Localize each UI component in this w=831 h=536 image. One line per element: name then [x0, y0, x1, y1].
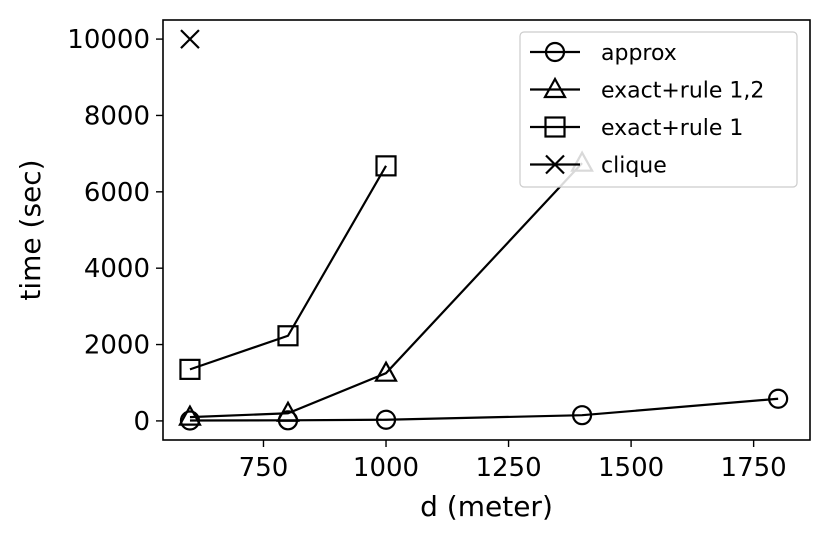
- legend-marker: [544, 116, 566, 138]
- legend-marker: [543, 76, 567, 99]
- y-axis-label: time (sec): [14, 159, 47, 300]
- x-tick-label: 750: [239, 453, 289, 483]
- plot-frame: [162, 19, 811, 441]
- x-tick-label: 1000: [353, 453, 419, 483]
- legend-entry: exact+rule 1,2: [530, 76, 764, 104]
- y-tick-label: 6000: [84, 178, 150, 208]
- data-point: [180, 29, 200, 49]
- data-point: [374, 360, 398, 382]
- legend-entry: approx: [530, 41, 677, 66]
- legend-label: exact+rule 1: [601, 116, 743, 141]
- x-tick-label: 1500: [598, 453, 664, 483]
- legend-entry: exact+rule 1: [530, 116, 743, 141]
- legend-label: approx: [601, 41, 677, 66]
- series-approx: [179, 388, 789, 431]
- data-point: [277, 325, 299, 347]
- data-point: [375, 409, 397, 430]
- data-point: [179, 358, 201, 380]
- data-point: [375, 155, 397, 177]
- series-exact-rule-1-2: [178, 150, 594, 426]
- data-point: [178, 404, 202, 426]
- legend-label: exact+rule 1,2: [601, 79, 764, 104]
- data-point: [571, 405, 593, 426]
- y-tick-label: 0: [133, 407, 150, 437]
- series-line: [189, 397, 779, 422]
- legend-marker: [544, 41, 566, 63]
- y-tick-label: 10000: [67, 25, 150, 55]
- legend-entry: clique: [530, 154, 667, 179]
- series-line: [189, 165, 387, 371]
- data-point: [768, 388, 789, 409]
- x-tick-label: 1250: [475, 453, 541, 483]
- x-axis-ticks: 750 1000 1250 1500 1750: [239, 440, 787, 483]
- y-tick-label: 2000: [84, 331, 150, 361]
- data-point: [276, 400, 300, 422]
- series-clique: [180, 29, 200, 49]
- series-exact-rule-1: [179, 155, 397, 380]
- y-tick-label: 4000: [84, 254, 150, 284]
- legend-marker: [545, 154, 565, 175]
- x-tick-label: 1750: [721, 453, 787, 483]
- y-axis-ticks: 0 2000 4000 6000 8000 10000: [67, 25, 163, 437]
- x-axis-label: d (meter): [420, 490, 553, 523]
- legend: approx exact+rule 1,2 exact+rule 1 clique: [519, 31, 798, 188]
- legend-label: clique: [601, 154, 667, 179]
- legend-box: [519, 31, 798, 188]
- y-tick-label: 8000: [84, 101, 150, 131]
- series-line: [189, 162, 583, 419]
